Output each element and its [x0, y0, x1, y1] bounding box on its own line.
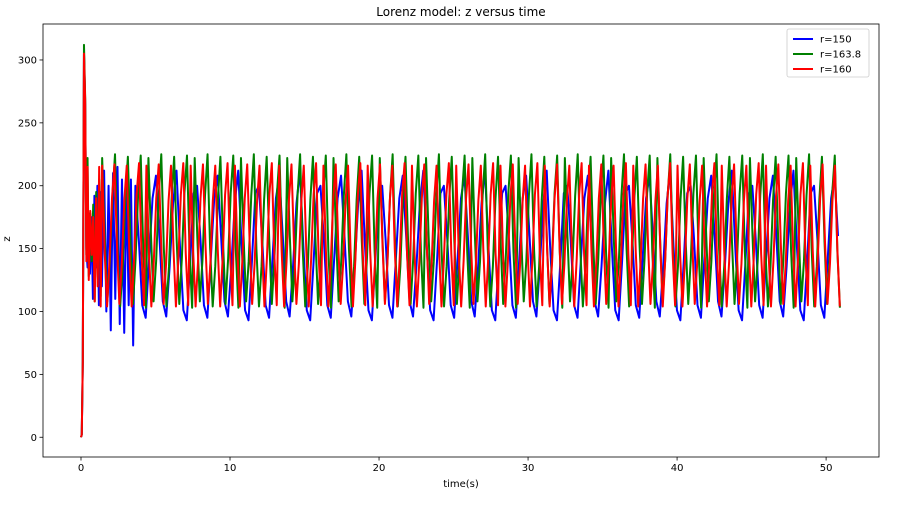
x-tick-label: 0 [78, 463, 84, 474]
legend-label: r=150 [820, 35, 852, 46]
x-tick-label: 10 [224, 463, 237, 474]
y-tick-label: 100 [18, 307, 37, 318]
y-axis-label: z [2, 236, 13, 241]
y-tick-label: 0 [31, 433, 37, 444]
plot-area [80, 43, 841, 438]
series-line-1 [80, 52, 840, 438]
legend-label: r=160 [820, 65, 852, 76]
y-tick-label: 150 [18, 244, 37, 255]
x-tick-label: 50 [820, 463, 833, 474]
series-line-3 [80, 52, 841, 438]
chart-title: Lorenz model: z versus time [376, 5, 545, 19]
axes: 0 10 20 30 40 50 0 50 100 150 200 250 300 [18, 23, 880, 474]
legend-label: r=163.8 [820, 50, 861, 61]
x-tick-label: 20 [373, 463, 386, 474]
y-tick-label: 300 [18, 55, 37, 66]
x-tick-label: 40 [671, 463, 684, 474]
x-axis-label: time(s) [443, 479, 479, 490]
series-line-2 [80, 43, 841, 438]
y-tick-label: 200 [18, 181, 37, 192]
legend: r=150 r=163.8 r=160 [786, 28, 870, 78]
legend-box [786, 28, 870, 78]
y-tick-label: 50 [24, 370, 37, 381]
plot-frame [42, 23, 880, 458]
x-tick-label: 30 [522, 463, 535, 474]
y-tick-label: 250 [18, 118, 37, 129]
